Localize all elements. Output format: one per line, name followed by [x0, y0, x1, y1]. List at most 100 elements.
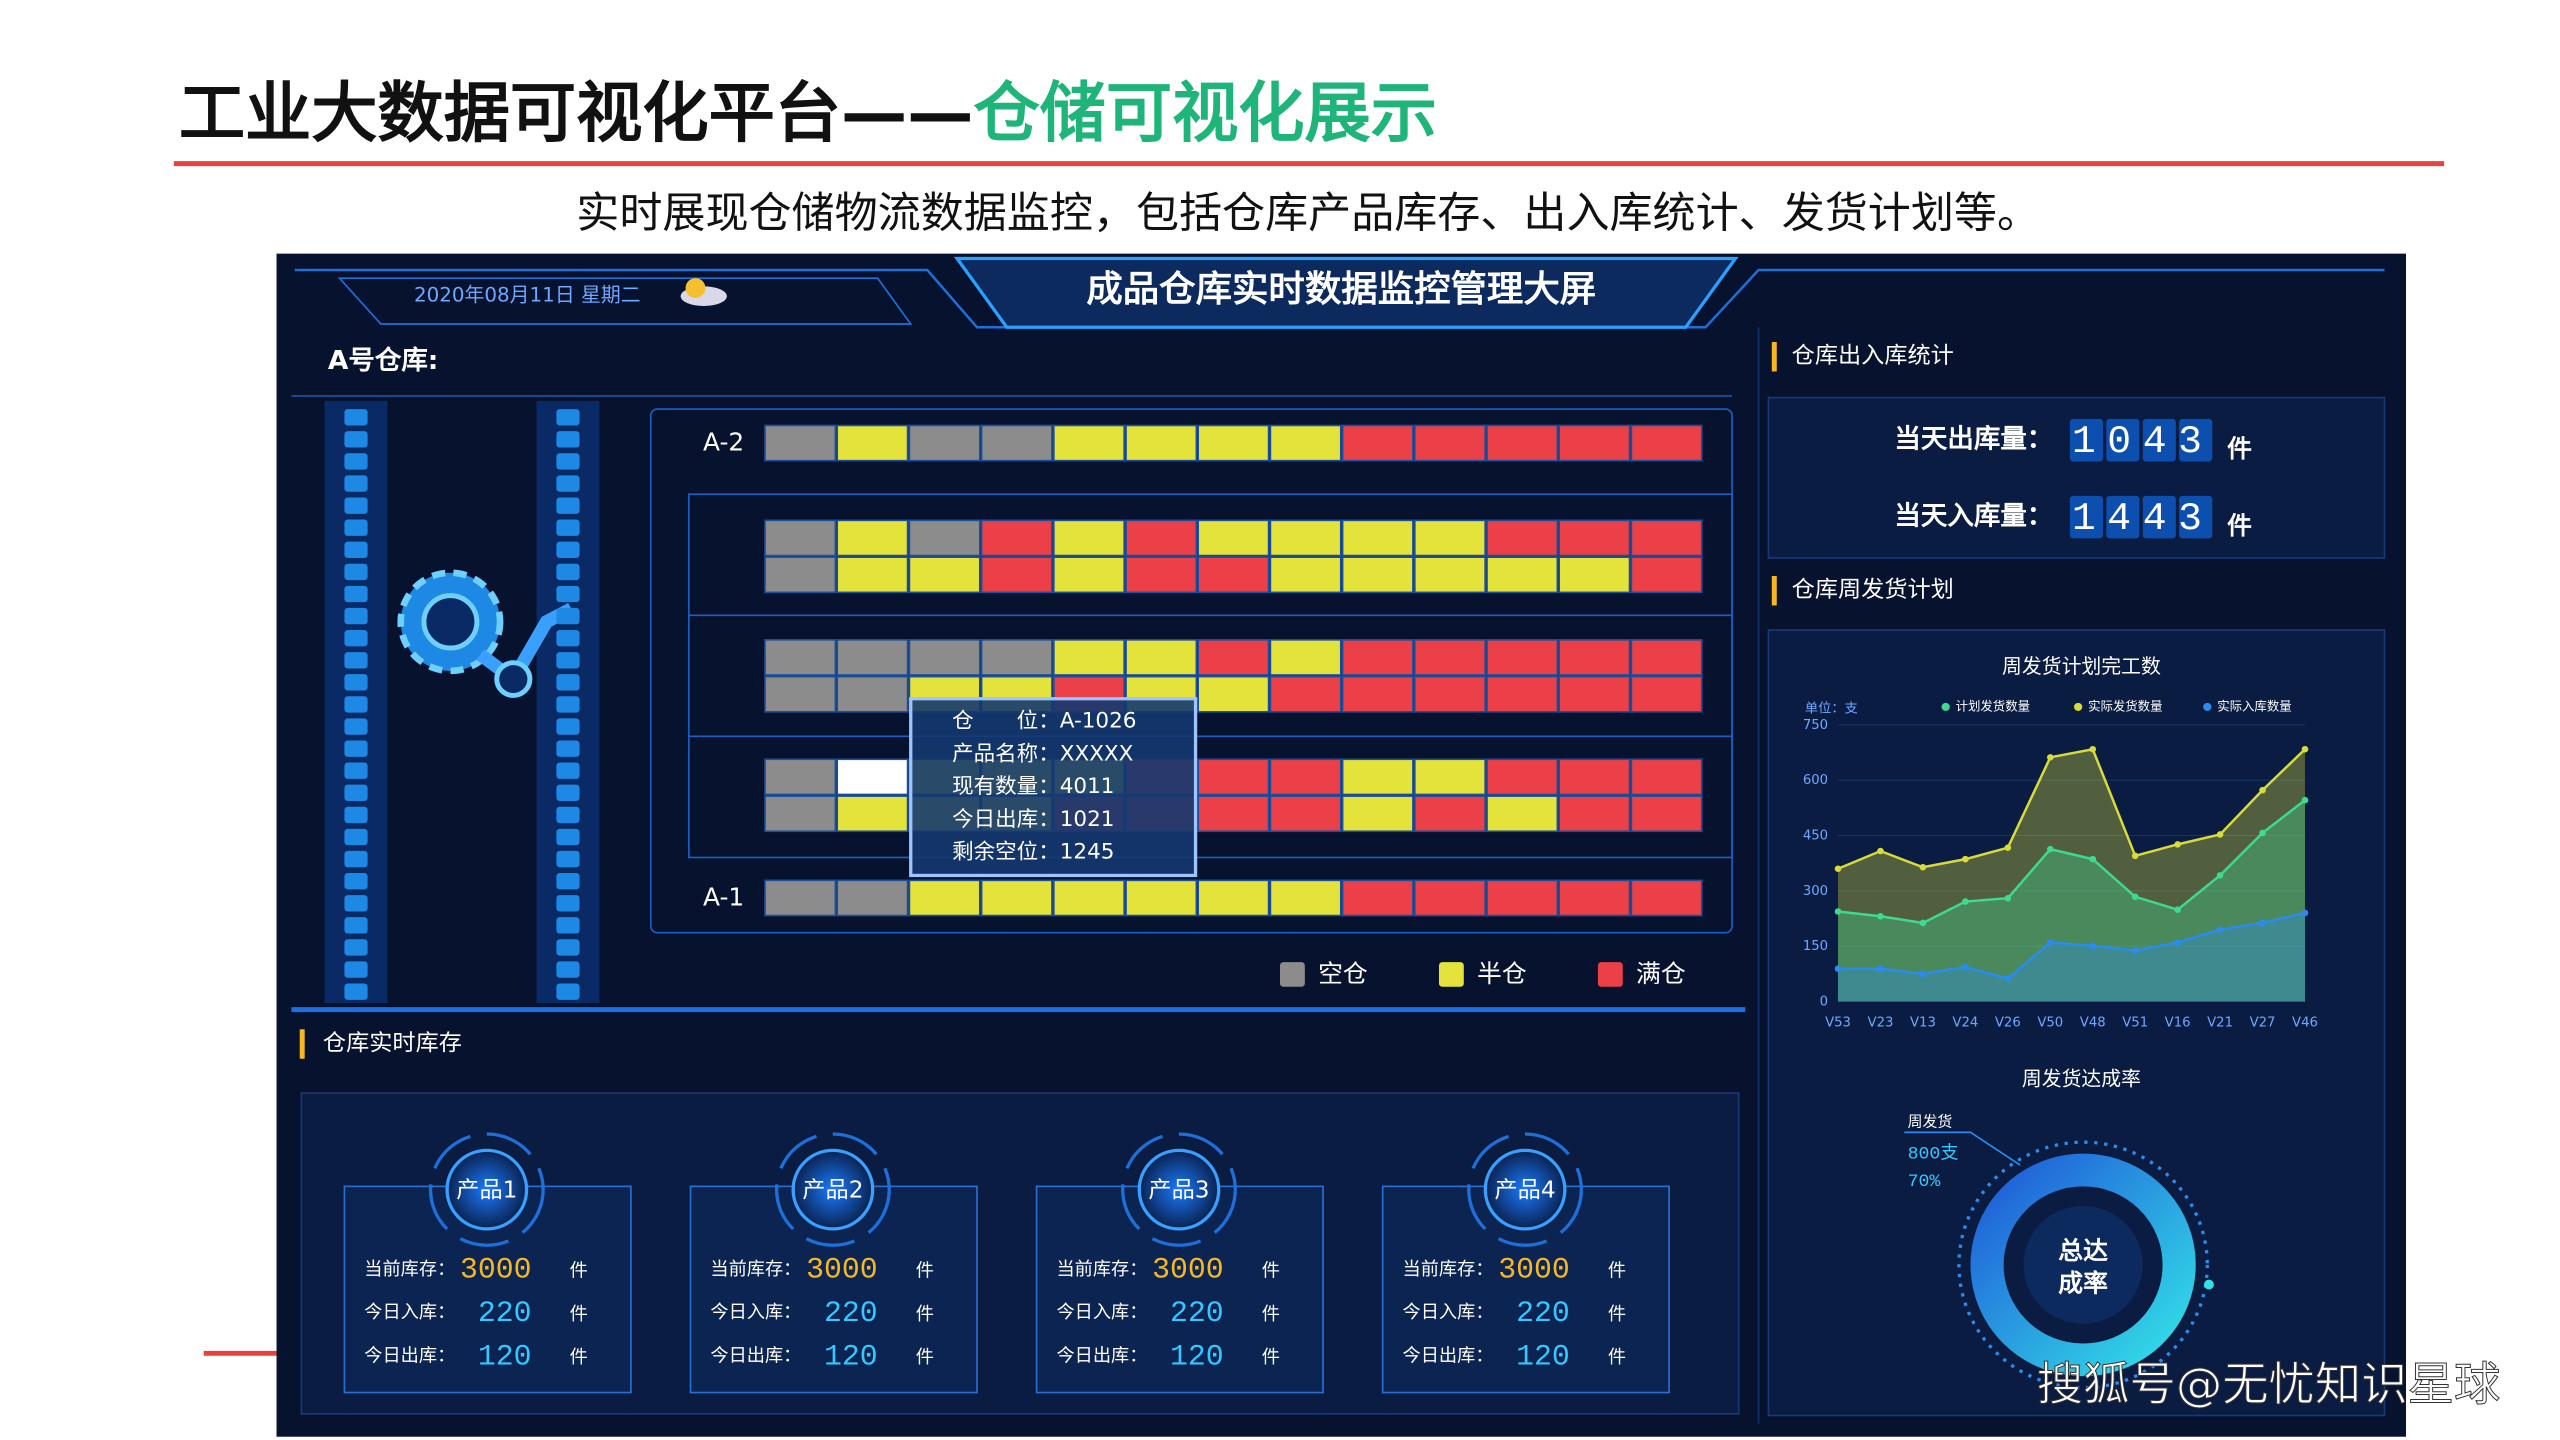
conveyor-block [344, 917, 368, 934]
tooltip-line: 今日出库：1021 [952, 807, 1114, 832]
rack-cell [1630, 556, 1703, 594]
product-row-unit: 件 [1608, 1304, 1626, 1325]
product-row-unit: 件 [1608, 1347, 1626, 1368]
section-bar [1771, 576, 1777, 606]
digit-box [2179, 418, 2213, 462]
series-line [1837, 747, 2306, 870]
rack-cell [1125, 556, 1198, 594]
rack-cell [908, 639, 981, 676]
product-row-label: 今日出库： [364, 1346, 455, 1367]
product-row-value: 220 [824, 1296, 878, 1330]
series-point [1962, 898, 1969, 905]
rack-cell [1486, 424, 1559, 462]
legend-dot [2203, 702, 2212, 711]
rack-cell [1486, 795, 1559, 833]
legend-label: 计划发货数量 [1956, 698, 2030, 713]
series-point [2089, 745, 2097, 753]
rack-cell [836, 639, 909, 676]
rack-cell [1269, 519, 1342, 557]
rack-cell [1558, 424, 1631, 462]
slide-title: 工业大数据可视化平台——仓储可视化展示 [179, 75, 1437, 152]
rack-cell [1197, 639, 1270, 676]
rack-cell [1125, 879, 1198, 917]
rack-cell [1269, 879, 1342, 917]
series-line [1838, 911, 2306, 980]
subtitle: 实时展现仓储物流数据监控，包括仓库产品库存、出入库统计、发货计划等。 [576, 189, 2040, 239]
conveyor-block [344, 850, 368, 868]
x-tick-label: V50 [2037, 1016, 2063, 1031]
conveyor-block [556, 740, 580, 757]
conveyor-block [344, 806, 368, 824]
conveyor-block [344, 718, 368, 735]
series-point [2259, 829, 2266, 837]
product-row-value: 120 [1516, 1339, 1570, 1373]
conveyor-block [556, 607, 580, 625]
series-point [2174, 906, 2181, 913]
digit-box [2106, 495, 2140, 539]
product-row-unit: 件 [570, 1261, 588, 1282]
rack-cell [1486, 879, 1559, 917]
rack-cell [836, 879, 909, 917]
series-point [1919, 970, 1927, 978]
legend-label: 空仓 [1318, 959, 1368, 988]
product-name: 产品1 [456, 1178, 517, 1204]
conveyor-block [344, 983, 368, 1000]
product-row-value: 3000 [806, 1253, 878, 1287]
conveyor-block [344, 740, 368, 757]
conveyor-block [344, 453, 368, 470]
product-row-unit: 件 [1262, 1261, 1280, 1282]
series-point [2046, 939, 2054, 946]
rack-cell [980, 424, 1053, 462]
rack-cell [836, 424, 909, 462]
rack-cell [836, 758, 909, 796]
product-halo [774, 1132, 891, 1247]
product-row-unit: 件 [1262, 1304, 1280, 1325]
y-tick-label: 300 [1803, 884, 1828, 899]
legend-label: 实际入库数量 [2217, 698, 2291, 713]
product-row-value: 220 [478, 1296, 532, 1330]
rack-cell [1341, 675, 1414, 713]
digit-box [2069, 418, 2103, 462]
product-row-label: 今日出库： [1056, 1346, 1147, 1367]
product-row-label: 今日入库： [1403, 1302, 1494, 1323]
rack-cell [1052, 519, 1126, 557]
product-row-unit: 件 [916, 1261, 934, 1282]
rack-cells: A-2 A-1 [703, 424, 1703, 917]
gear-hub [421, 593, 480, 651]
rack-cell [1558, 519, 1631, 557]
rack-cell [1558, 795, 1631, 833]
conveyor-block [556, 409, 580, 426]
conveyor-block [556, 453, 580, 470]
conveyor-block [344, 939, 368, 956]
rack-cell [1630, 758, 1703, 796]
rack-cell [1486, 519, 1559, 557]
conveyor-block [344, 519, 368, 536]
legend-dot [1941, 702, 1950, 711]
rack-cell [1413, 795, 1486, 833]
x-tick-label: V24 [1952, 1016, 1978, 1031]
series-point [2216, 831, 2224, 838]
digit-box [2106, 418, 2140, 462]
tooltip-line: 现有数量：4011 [952, 774, 1114, 799]
series-point [2046, 754, 2054, 761]
series-point [2259, 786, 2266, 794]
rack-cell [1052, 879, 1126, 917]
date: 2020年08月11日 星期二 [414, 284, 641, 307]
conveyor-block [556, 718, 580, 735]
rack-cell [908, 519, 981, 557]
rack-cell [836, 519, 909, 557]
series-point [2004, 844, 2012, 851]
conveyor-block [344, 431, 368, 448]
product-row-value: 220 [1516, 1296, 1570, 1330]
series-point [2004, 894, 2012, 902]
digit-box [2142, 495, 2176, 539]
gauge-amount: 800支 [1908, 1142, 1959, 1164]
gauge-label: 周发货 [1908, 1114, 1953, 1131]
rack-cell [1630, 879, 1703, 917]
conveyor-block [556, 961, 580, 978]
series-point [2174, 939, 2181, 946]
rack-cell [1197, 424, 1270, 462]
tooltip-line: 剩余空位：1245 [952, 840, 1114, 865]
rack-cell [764, 519, 837, 557]
rack-cell [1413, 424, 1486, 462]
